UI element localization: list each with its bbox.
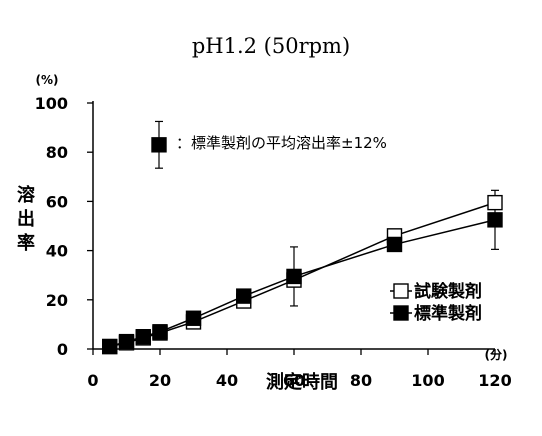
y-axis-title-char: 率 (17, 232, 35, 254)
annotation-text: ：標準製剤の平均溶出率±12% (176, 134, 387, 152)
x-tick-label: 120 (478, 371, 511, 390)
y-axis-title-char: 溶 (17, 184, 35, 206)
x-tick-label: 60 (283, 371, 305, 390)
y-axis-title-char: 出 (17, 208, 35, 230)
x-axis-unit: (分) (485, 347, 508, 362)
x-axis-title: 測定時間 (266, 371, 338, 393)
reference-marker (236, 288, 252, 304)
y-tick-label: 60 (46, 192, 68, 211)
y-axis-unit: (%) (36, 73, 59, 87)
x-tick-label: 20 (149, 371, 171, 390)
reference-marker (185, 310, 202, 326)
reference-marker (152, 324, 168, 340)
reference-marker (135, 329, 151, 345)
reference-marker (286, 268, 302, 285)
reference-marker (386, 236, 403, 253)
legend-label: 標準製剤 (414, 303, 482, 324)
y-tick-label: 100 (35, 94, 68, 113)
reference-marker (487, 212, 503, 228)
y-tick-label: 40 (46, 242, 68, 261)
x-tick-label: 40 (216, 371, 238, 390)
x-tick-label: 0 (87, 371, 98, 390)
reference-marker (118, 333, 135, 350)
y-tick-label: 80 (46, 143, 68, 162)
legend-marker (393, 283, 409, 299)
x-tick-label: 100 (411, 371, 444, 390)
chart-title: pH1.2 (50rpm) (192, 34, 350, 58)
test-marker (487, 194, 503, 211)
legend-label: 試験製剤 (414, 281, 482, 302)
reference-marker (102, 338, 118, 355)
y-tick-label: 20 (46, 291, 68, 310)
legend-marker (393, 305, 409, 321)
x-tick-label: 80 (350, 371, 372, 390)
y-tick-label: 0 (57, 340, 68, 359)
annotation-marker (151, 137, 167, 153)
